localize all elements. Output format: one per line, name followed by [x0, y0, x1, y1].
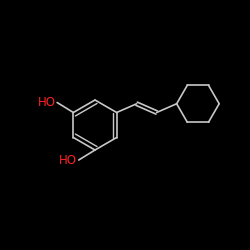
Text: HO: HO: [38, 96, 56, 109]
Text: HO: HO: [59, 154, 77, 166]
